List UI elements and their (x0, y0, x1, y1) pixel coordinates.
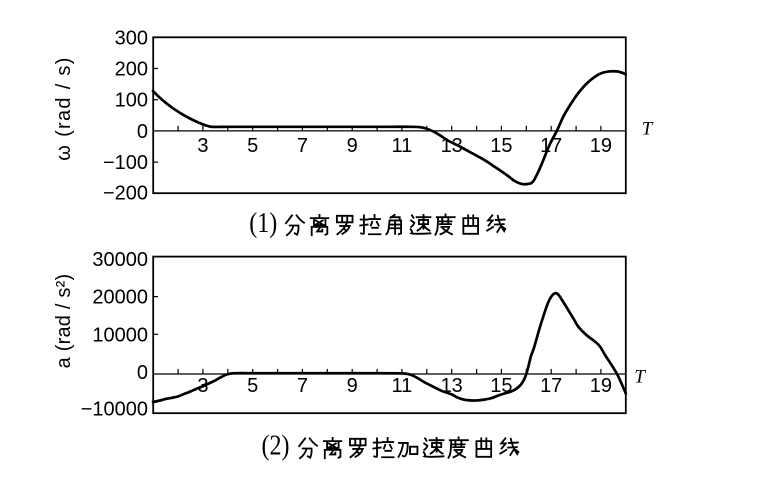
svg-text:3: 3 (197, 135, 208, 157)
svg-text:9: 9 (347, 375, 358, 397)
svg-text:7: 7 (297, 375, 308, 397)
svg-text:−200: −200 (103, 183, 148, 205)
svg-text:0: 0 (137, 362, 148, 384)
svg-text:(2): (2) (262, 429, 290, 460)
svg-text:10000: 10000 (92, 324, 148, 346)
svg-text:−10000: −10000 (81, 399, 148, 421)
svg-text:ω (rad / s): ω (rad / s) (53, 56, 75, 160)
svg-text:−100: −100 (103, 152, 148, 174)
svg-text:20000: 20000 (92, 287, 148, 309)
svg-text:5: 5 (247, 135, 258, 157)
svg-text:(1): (1) (249, 207, 277, 238)
svg-text:9: 9 (347, 135, 358, 157)
svg-text:13: 13 (441, 375, 463, 397)
svg-text:5: 5 (247, 375, 258, 397)
svg-text:17: 17 (540, 375, 562, 397)
svg-text:11: 11 (392, 135, 413, 157)
svg-text:13: 13 (441, 135, 463, 157)
svg-text:0: 0 (137, 121, 148, 143)
svg-text:19: 19 (590, 375, 612, 397)
svg-text:15: 15 (490, 375, 512, 397)
svg-text:200: 200 (115, 59, 148, 81)
svg-text:3: 3 (197, 375, 208, 397)
svg-text:7: 7 (297, 135, 308, 157)
svg-text:100: 100 (115, 90, 148, 112)
svg-text:17: 17 (540, 135, 562, 157)
svg-text:19: 19 (590, 135, 612, 157)
svg-text:30000: 30000 (92, 249, 148, 271)
svg-text:T: T (634, 367, 646, 388)
svg-text:a (rad / s²): a (rad / s²) (53, 274, 75, 369)
svg-text:11: 11 (392, 375, 413, 397)
svg-text:15: 15 (490, 135, 512, 157)
svg-text:300: 300 (115, 27, 148, 49)
svg-text:T: T (642, 119, 654, 140)
